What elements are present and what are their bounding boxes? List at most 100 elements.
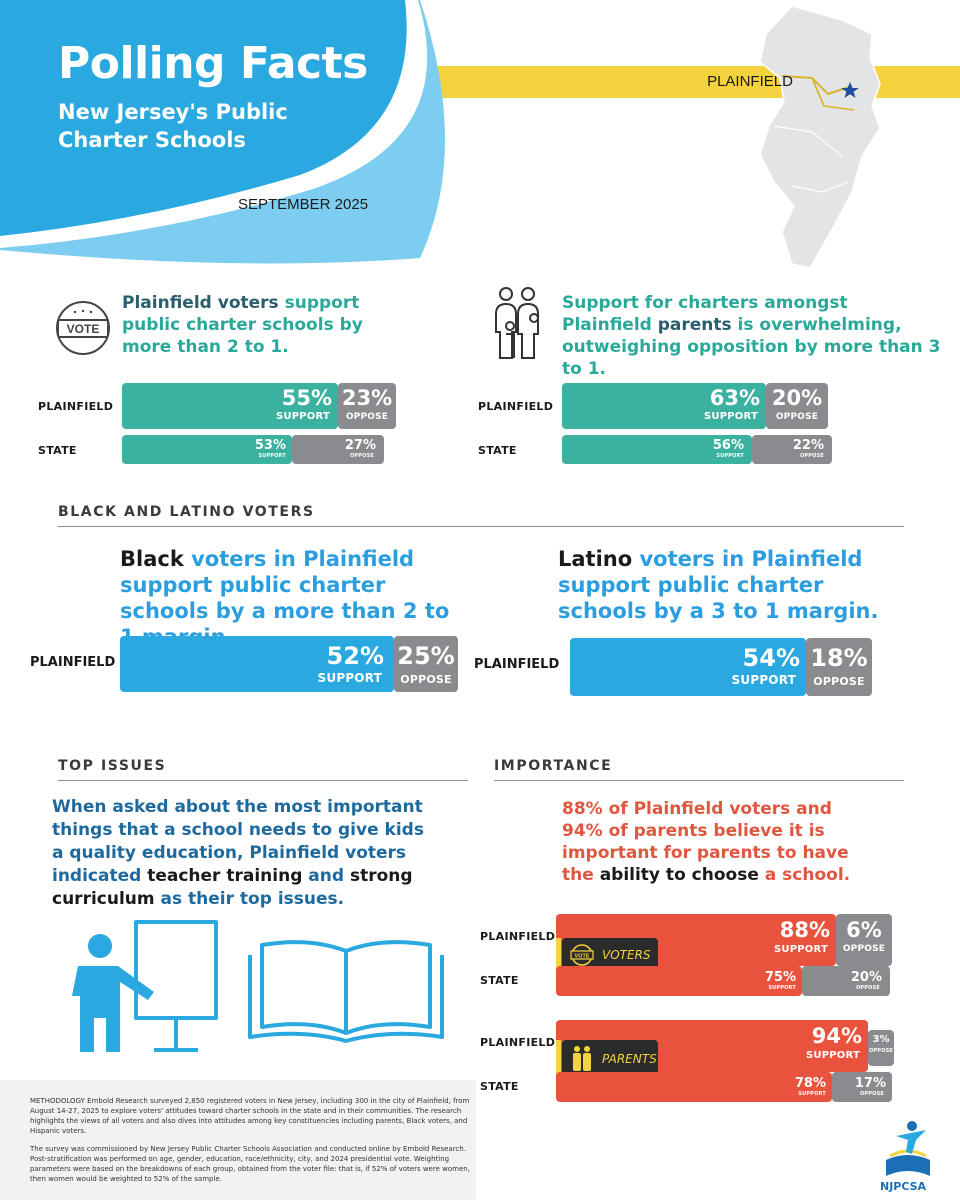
- oppose-bar: 27% OPPOSE: [292, 435, 384, 464]
- family-icon: [495, 287, 539, 359]
- support-value: 63%: [709, 386, 760, 410]
- vote-icon: VOTE: [56, 301, 110, 355]
- oppose-label: OPPOSE: [799, 453, 824, 459]
- support-value: 53%: [254, 438, 286, 453]
- support-bar: 56% SUPPORT: [562, 435, 752, 464]
- logo-text: NJPCSA: [880, 1180, 927, 1193]
- plainfield-star-icon: [841, 82, 859, 98]
- oppose-value: 18%: [810, 644, 868, 672]
- section-heading: TOP ISSUES: [58, 758, 167, 774]
- parents-badge: PARENTS: [556, 1040, 658, 1078]
- family-icon: [573, 1046, 591, 1071]
- oppose-value: 20%: [850, 970, 882, 985]
- support-label: SUPPORT: [716, 453, 744, 459]
- page-subtitle: New Jersey's Public Charter Schools: [58, 100, 288, 152]
- row-label: STATE: [38, 444, 77, 457]
- oppose-label: OPPOSE: [868, 1048, 894, 1054]
- support-label: SUPPORT: [317, 671, 382, 685]
- oppose-bar: 23% OPPOSE: [338, 383, 396, 429]
- latino-voters-statement: Latino voters in Plainfield support publ…: [558, 547, 879, 623]
- support-label: SUPPORT: [731, 673, 796, 687]
- oppose-bar: 20% OPPOSE: [802, 966, 890, 996]
- svg-text:VOTE: VOTE: [67, 322, 100, 336]
- oppose-label: OPPOSE: [349, 453, 374, 459]
- city-tag: PLAINFIELD: [707, 73, 793, 90]
- support-label: SUPPORT: [798, 1091, 826, 1097]
- support-value: 52%: [326, 642, 384, 670]
- oppose-label: OPPOSE: [842, 944, 886, 954]
- page-title: Polling Facts: [58, 38, 368, 89]
- support-value: 56%: [712, 438, 744, 453]
- row-label: STATE: [478, 444, 517, 457]
- methodology-paragraph: The survey was commissioned by New Jerse…: [30, 1145, 470, 1183]
- oppose-bar: 22% OPPOSE: [752, 435, 832, 464]
- svg-text:VOTE: VOTE: [575, 954, 590, 960]
- publish-date: SEPTEMBER 2025: [238, 196, 369, 213]
- divider: [58, 526, 904, 527]
- oppose-value: 17%: [854, 1076, 886, 1091]
- support-bar: 78% SUPPORT: [556, 1072, 832, 1102]
- badge-label: PARENTS: [602, 1052, 657, 1066]
- oppose-value: 23%: [341, 386, 393, 410]
- methodology-bg: [0, 1080, 476, 1200]
- support-value: 54%: [742, 644, 800, 672]
- oppose-value: 20%: [771, 386, 823, 410]
- divider: [58, 780, 468, 781]
- divider: [494, 780, 904, 781]
- book-icon: [248, 940, 444, 1043]
- badge-label: VOTERS: [602, 948, 651, 962]
- support-label: SUPPORT: [768, 985, 796, 991]
- support-label: SUPPORT: [258, 453, 286, 459]
- row-label: PLAINFIELD: [480, 1036, 556, 1049]
- oppose-value: 25%: [397, 642, 455, 670]
- section-heading: IMPORTANCE: [494, 758, 613, 774]
- row-label: PLAINFIELD: [478, 400, 554, 413]
- black-voters-statement: Black voters in Plainfield support publi…: [120, 547, 450, 649]
- support-label: SUPPORT: [774, 944, 828, 955]
- oppose-bar: 3% OPPOSE: [868, 1030, 894, 1066]
- top-issues-statement: When asked about the most important thin…: [52, 797, 424, 909]
- support-label: SUPPORT: [806, 1050, 860, 1061]
- vote-icon: VOTE: [570, 944, 594, 966]
- oppose-value: 27%: [344, 438, 376, 453]
- section-heading: BLACK AND LATINO VOTERS: [58, 504, 315, 520]
- row-label: PLAINFIELD: [30, 655, 116, 670]
- oppose-bar: 18% OPPOSE: [806, 638, 872, 696]
- oppose-bar: 6% OPPOSE: [836, 914, 892, 966]
- oppose-value: 3%: [872, 1034, 890, 1045]
- parents-statement: Support for charters amongst Plainfield …: [562, 293, 941, 379]
- oppose-label: OPPOSE: [859, 1091, 884, 1097]
- methodology-text: METHODOLOGY Embold Research surveyed 2,8…: [30, 1096, 480, 1192]
- oppose-label: OPPOSE: [345, 412, 389, 422]
- header-banner: [0, 0, 960, 269]
- nj-map: [759, 5, 881, 269]
- teacher-icon: [72, 920, 218, 1052]
- support-bar: 52% SUPPORT: [120, 636, 394, 692]
- oppose-bar: 20% OPPOSE: [766, 383, 828, 429]
- oppose-label: OPPOSE: [775, 412, 819, 422]
- oppose-label: OPPOSE: [813, 675, 865, 688]
- support-label: SUPPORT: [276, 411, 330, 422]
- row-label: STATE: [480, 1080, 519, 1093]
- support-bar: 75% SUPPORT: [556, 966, 802, 996]
- voters-statement: Plainfield voters support public charter…: [122, 293, 363, 357]
- support-bar: 54% SUPPORT: [570, 638, 806, 696]
- oppose-label: OPPOSE: [855, 985, 880, 991]
- support-bar: 53% SUPPORT: [122, 435, 292, 464]
- oppose-value: 22%: [792, 438, 824, 453]
- oppose-value: 6%: [846, 918, 882, 942]
- row-label: PLAINFIELD: [474, 657, 560, 672]
- oppose-bar: 25% OPPOSE: [394, 636, 458, 692]
- support-label: SUPPORT: [704, 411, 758, 422]
- support-value: 55%: [281, 386, 332, 410]
- row-label: PLAINFIELD: [38, 400, 114, 413]
- support-value: 78%: [794, 1076, 826, 1091]
- support-value: 88%: [779, 918, 830, 942]
- row-label: STATE: [480, 974, 519, 987]
- support-bar: 63% SUPPORT: [562, 383, 766, 429]
- methodology-paragraph: METHODOLOGY Embold Research surveyed 2,8…: [30, 1097, 470, 1135]
- row-label: PLAINFIELD: [480, 930, 556, 943]
- support-value: 94%: [811, 1024, 862, 1048]
- importance-statement: 88% of Plainfield voters and 94% of pare…: [562, 799, 851, 885]
- oppose-label: OPPOSE: [400, 673, 452, 686]
